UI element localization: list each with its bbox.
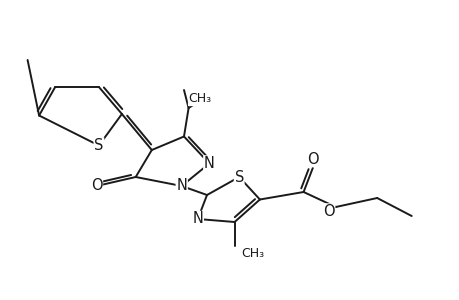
Text: S: S [94, 138, 103, 153]
Text: CH₃: CH₃ [188, 92, 211, 106]
Text: O: O [306, 152, 318, 166]
Text: O: O [322, 204, 334, 219]
Text: S: S [234, 169, 243, 184]
Text: N: N [192, 212, 203, 226]
Text: CH₃: CH₃ [241, 247, 264, 260]
Text: N: N [176, 178, 187, 194]
Text: O: O [90, 178, 102, 194]
Text: N: N [203, 156, 214, 171]
